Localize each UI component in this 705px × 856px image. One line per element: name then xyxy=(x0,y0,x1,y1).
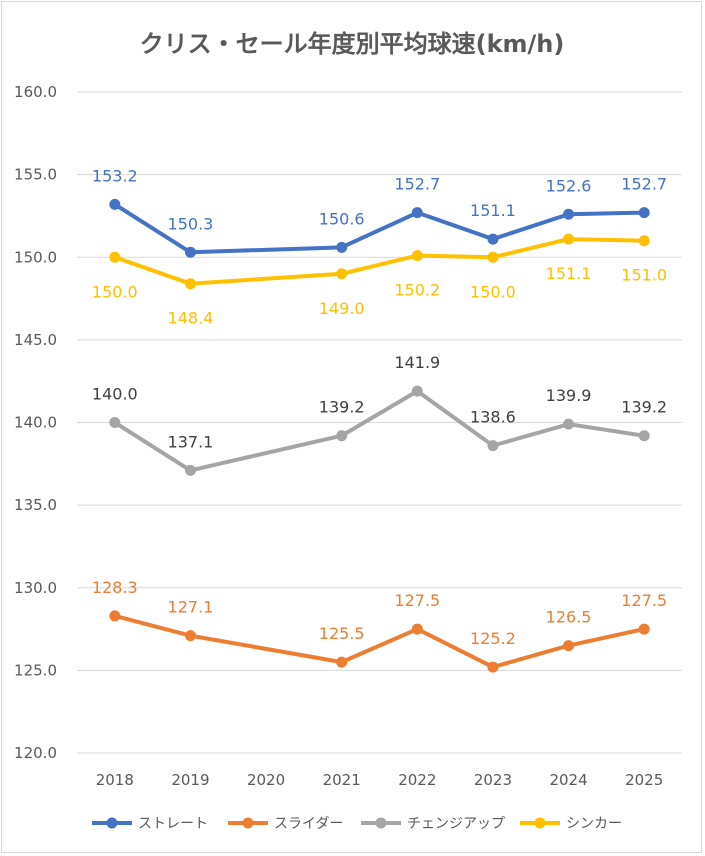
x-tick-label: 2018 xyxy=(96,771,134,789)
data-label: 141.9 xyxy=(394,353,440,372)
series-3 xyxy=(109,233,650,290)
data-point xyxy=(487,661,499,673)
data-point xyxy=(109,198,121,210)
data-label: 127.5 xyxy=(621,591,667,610)
data-label: 150.0 xyxy=(470,282,516,301)
data-point xyxy=(487,251,499,263)
data-point xyxy=(638,207,650,219)
data-label: 148.4 xyxy=(168,309,214,328)
data-point xyxy=(336,241,348,253)
legend-swatch-marker xyxy=(534,817,546,829)
data-point xyxy=(184,278,196,290)
chart-title: クリス・セール年度別平均球速(km/h) xyxy=(140,30,565,58)
data-label: 150.3 xyxy=(168,214,214,233)
data-point xyxy=(109,251,121,263)
data-label: 127.1 xyxy=(168,598,214,617)
series-group xyxy=(109,198,650,673)
data-point xyxy=(184,246,196,258)
y-tick-label: 125.0 xyxy=(14,661,57,679)
data-label: 151.1 xyxy=(470,201,516,220)
data-label: 139.2 xyxy=(621,398,667,417)
data-label: 139.2 xyxy=(319,398,365,417)
legend-label: ストレート xyxy=(138,816,208,832)
data-point xyxy=(109,610,121,622)
x-tick-label: 2019 xyxy=(171,771,209,789)
data-label: 152.7 xyxy=(394,175,440,194)
series-2 xyxy=(109,385,650,476)
x-tick-label: 2025 xyxy=(625,771,663,789)
x-tick-label: 2021 xyxy=(323,771,361,789)
y-tick-label: 120.0 xyxy=(14,744,57,762)
data-point xyxy=(336,268,348,280)
legend-label: チェンジアップ xyxy=(407,816,505,832)
x-axis-ticks: 2018 2019 2020 2021 2022 2023 2024 2025 xyxy=(96,771,664,789)
y-tick-label: 145.0 xyxy=(14,331,57,349)
data-point xyxy=(336,430,348,442)
data-label: 137.1 xyxy=(168,432,214,451)
x-tick-label: 2020 xyxy=(247,771,285,789)
data-label: 125.2 xyxy=(470,629,516,648)
data-label: 140.0 xyxy=(92,385,138,404)
series-1 xyxy=(109,610,650,673)
data-point xyxy=(109,417,121,428)
data-point xyxy=(411,250,423,262)
legend-item: スライダー xyxy=(228,816,343,832)
data-point xyxy=(487,440,499,452)
y-tick-label: 135.0 xyxy=(14,496,57,514)
legend: ストレート スライダー チェンジアップ シンカー xyxy=(92,816,622,832)
y-tick-label: 140.0 xyxy=(14,414,57,432)
x-tick-label: 2024 xyxy=(549,771,587,789)
data-label: 127.5 xyxy=(394,591,440,610)
legend-item: ストレート xyxy=(92,816,208,832)
legend-swatch-marker xyxy=(242,817,254,829)
data-point xyxy=(563,418,575,430)
data-point xyxy=(411,207,423,219)
data-point xyxy=(184,630,196,642)
data-label: 152.6 xyxy=(546,176,592,195)
legend-label: スライダー xyxy=(274,816,343,832)
data-label: 125.5 xyxy=(319,624,365,643)
legend-swatch-marker xyxy=(375,817,387,829)
x-tick-label: 2022 xyxy=(398,771,436,789)
data-label: 150.2 xyxy=(394,281,440,300)
legend-item: シンカー xyxy=(520,816,622,832)
y-tick-label: 130.0 xyxy=(14,579,57,597)
data-labels: 153.2 150.3 150.6 152.7 151.1 152.6 152.7 128.3… xyxy=(92,166,667,648)
data-point xyxy=(563,233,575,245)
y-axis-ticks: 120.0 125.0 130.0 135.0 140.0 145.0 150.0 155.0… xyxy=(14,83,57,762)
data-point xyxy=(638,623,650,635)
data-point xyxy=(563,208,575,220)
data-label: 150.0 xyxy=(92,282,138,301)
data-label: 128.3 xyxy=(92,578,138,597)
data-label: 151.0 xyxy=(621,266,667,285)
y-tick-label: 160.0 xyxy=(14,83,57,101)
data-label: 138.6 xyxy=(470,408,516,427)
data-point xyxy=(638,430,650,442)
data-label: 151.1 xyxy=(546,264,592,283)
data-point xyxy=(487,233,499,245)
x-tick-label: 2023 xyxy=(474,771,512,789)
data-label: 149.0 xyxy=(319,299,365,318)
legend-label: シンカー xyxy=(566,816,622,832)
data-label: 153.2 xyxy=(92,166,138,185)
gridlines xyxy=(77,91,682,754)
series-0 xyxy=(109,198,650,258)
legend-swatch-marker xyxy=(106,817,118,829)
data-label: 150.6 xyxy=(319,209,365,228)
data-label: 126.5 xyxy=(546,608,592,627)
data-point xyxy=(184,464,196,476)
data-point xyxy=(563,640,575,652)
data-point xyxy=(336,656,348,668)
y-tick-label: 150.0 xyxy=(14,248,57,266)
data-label: 139.9 xyxy=(546,386,592,405)
data-point xyxy=(411,623,423,635)
data-point xyxy=(411,385,423,397)
legend-item: チェンジアップ xyxy=(361,816,505,832)
y-tick-label: 155.0 xyxy=(14,166,57,184)
data-point xyxy=(638,235,650,247)
data-label: 152.7 xyxy=(621,175,667,194)
